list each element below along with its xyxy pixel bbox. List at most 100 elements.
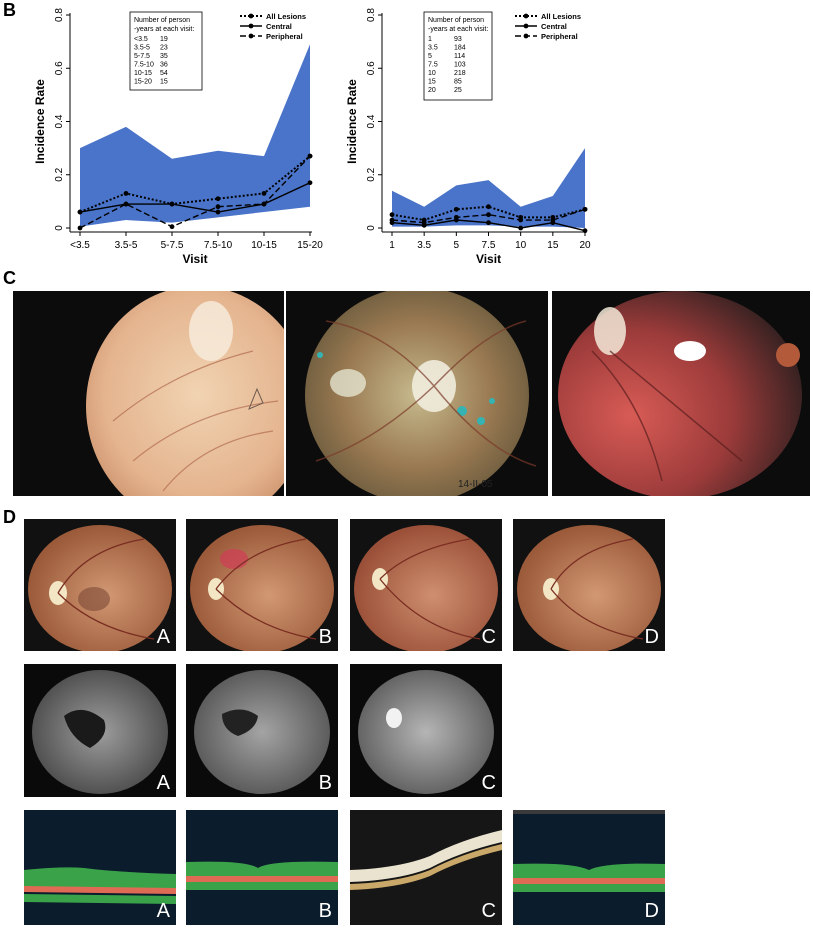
image-letter: A xyxy=(156,772,170,794)
x-axis-title: Visit xyxy=(182,252,207,266)
y-axis-title: Incidence Rate xyxy=(345,79,359,164)
legend-label: All Lesions xyxy=(266,12,306,21)
person-years-count: 184 xyxy=(454,45,466,52)
y-tick-label: 0.4 xyxy=(366,114,377,128)
person-years-visit: 5-7.5 xyxy=(134,53,150,60)
image-letter: B xyxy=(318,772,332,794)
fundus-small-c: C xyxy=(350,519,502,651)
fundus-photo-c2: 14-II-05 xyxy=(286,291,548,496)
person-years-count: 36 xyxy=(160,62,168,69)
image-letter: B xyxy=(318,900,332,922)
fundus-photo-c1 xyxy=(13,291,284,496)
x-axis-title: Visit xyxy=(476,252,501,266)
person-years-header: Number of person xyxy=(134,17,190,24)
image-letter: A xyxy=(156,626,170,648)
y-tick-label: 0.6 xyxy=(54,61,65,75)
person-years-box xyxy=(423,11,493,101)
fundus-photo-c3 xyxy=(552,291,810,496)
oct-scan-c: C xyxy=(350,810,502,925)
legend-marker xyxy=(523,33,529,39)
legend-label: Central xyxy=(541,22,567,31)
series-line xyxy=(79,155,311,213)
person-years-visit: 7.5-10 xyxy=(134,62,154,69)
person-years-visit: 15-20 xyxy=(134,79,152,86)
image-letter: D xyxy=(644,900,659,922)
image-letter: C xyxy=(481,772,496,794)
data-point xyxy=(582,228,588,234)
person-years-visit: 3.5 xyxy=(428,45,438,52)
person-years-header: -years at each visit: xyxy=(428,26,488,33)
person-years-count: 103 xyxy=(454,62,466,69)
confidence-band xyxy=(392,148,585,228)
person-years-visit: 15 xyxy=(428,79,436,86)
person-years-count: 25 xyxy=(454,87,462,94)
image-letter: A xyxy=(156,900,170,922)
data-point xyxy=(123,190,129,196)
person-years-visit: <3.5 xyxy=(134,36,148,43)
person-years-visit: 3.5-5 xyxy=(134,45,150,52)
x-tick-label: 3.5 xyxy=(417,240,431,251)
legend-marker xyxy=(248,13,254,19)
y-tick-label: 0.8 xyxy=(54,8,65,22)
person-years-visit: 10 xyxy=(428,70,436,77)
panel-label-b: B xyxy=(3,0,16,20)
legend-marker xyxy=(248,23,254,29)
x-tick-label: 10 xyxy=(515,240,527,251)
x-tick-label: 15 xyxy=(547,240,559,251)
data-point xyxy=(77,225,83,231)
x-tick-label: 5-7.5 xyxy=(161,240,184,251)
legend-label: All Lesions xyxy=(541,12,581,21)
confidence-band xyxy=(80,44,310,227)
legend-label: Peripheral xyxy=(266,32,303,41)
angiogram-c: C xyxy=(350,664,502,797)
y-tick-label: 0.8 xyxy=(366,8,377,22)
fundus-small-b: B xyxy=(186,519,338,651)
legend-label: Peripheral xyxy=(541,32,578,41)
person-years-count: 23 xyxy=(160,45,168,52)
angiogram-a: A xyxy=(24,664,176,797)
data-point xyxy=(550,217,556,223)
fundus-small-d: D xyxy=(513,519,665,651)
panel-label-d: D xyxy=(3,507,16,527)
data-point xyxy=(307,153,313,159)
y-tick-label: 0 xyxy=(54,225,65,231)
data-point xyxy=(261,190,267,196)
data-point xyxy=(518,225,524,231)
x-tick-label: 7.5-10 xyxy=(204,240,233,251)
data-point xyxy=(486,212,491,218)
person-years-visit: 5 xyxy=(428,53,432,60)
data-point xyxy=(389,212,395,218)
incidence-charts: 00.20.40.60.8<3.5 3.5-5 5-7.5 7.5-10 10-15 15… xyxy=(33,8,591,266)
series-line xyxy=(79,182,311,213)
data-point xyxy=(582,206,588,212)
y-tick-label: 0.2 xyxy=(54,167,65,181)
person-years-count: 93 xyxy=(454,36,462,43)
y-tick-label: 0.6 xyxy=(366,61,377,75)
person-years-count: 15 xyxy=(160,79,168,86)
data-point xyxy=(77,209,83,215)
person-years-count: 218 xyxy=(454,70,466,77)
data-point xyxy=(421,220,427,226)
x-tick-label: 20 xyxy=(579,240,591,251)
person-years-visit: 7.5 xyxy=(428,62,438,69)
data-point xyxy=(215,204,221,210)
person-years-count: 114 xyxy=(454,53,465,60)
image-letter: B xyxy=(318,626,332,648)
data-point xyxy=(389,217,395,223)
data-point xyxy=(261,201,267,207)
x-tick-label: 15-20 xyxy=(297,240,323,251)
legend-marker xyxy=(523,13,529,19)
data-point xyxy=(169,224,175,230)
person-years-visit: 10-15 xyxy=(134,70,152,77)
person-years-visit: 20 xyxy=(428,87,436,94)
x-tick-label: 5 xyxy=(454,240,460,251)
data-point xyxy=(215,209,221,215)
oct-scan-b: B xyxy=(186,810,338,925)
y-tick-label: 0.2 xyxy=(366,167,377,181)
oct-scan-a: A xyxy=(24,810,176,925)
image-letter: C xyxy=(481,626,496,648)
y-tick-label: 0.4 xyxy=(54,114,65,128)
data-point xyxy=(453,214,459,220)
panel-label-c: C xyxy=(3,268,16,288)
legend-marker xyxy=(248,33,254,39)
